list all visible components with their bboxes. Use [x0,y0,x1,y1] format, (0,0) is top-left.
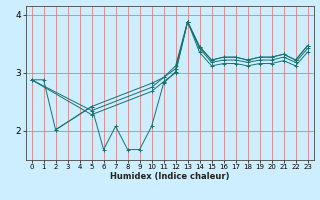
X-axis label: Humidex (Indice chaleur): Humidex (Indice chaleur) [110,172,229,181]
